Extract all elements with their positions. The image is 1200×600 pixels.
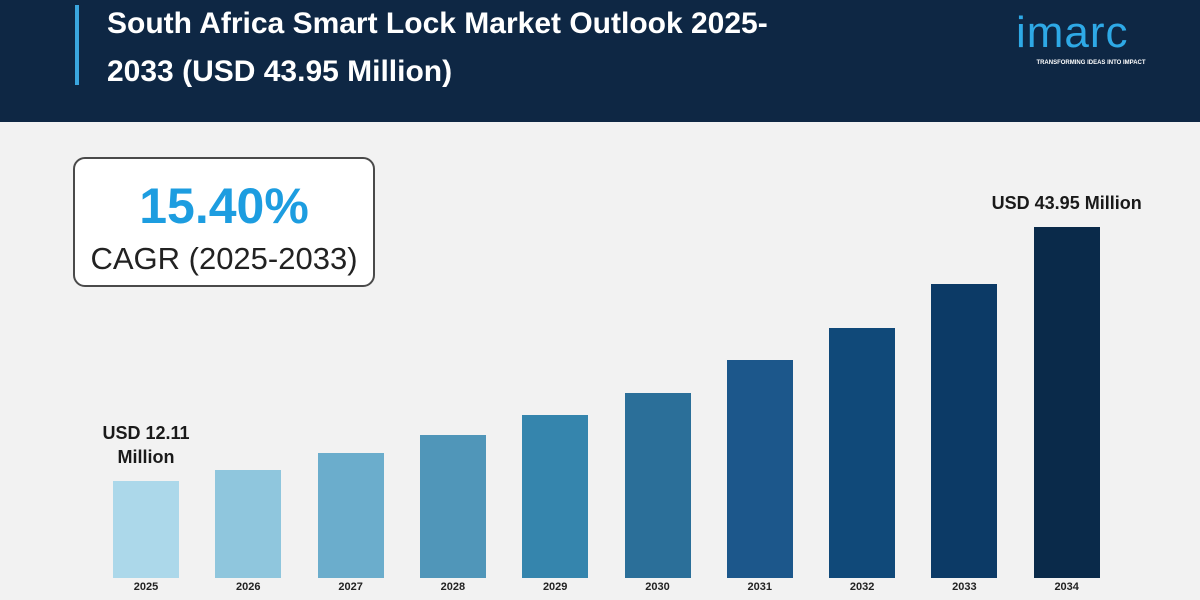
bar bbox=[829, 327, 896, 578]
cagr-value: 15.40% bbox=[139, 178, 309, 234]
brand-tagline: TRANSFORMING IDEAS INTO IMPACT bbox=[1036, 60, 1146, 66]
x-tick-label: 2031 bbox=[747, 581, 773, 593]
x-tick-label: 2030 bbox=[645, 581, 670, 593]
brand-logo: imarc bbox=[1016, 8, 1129, 57]
x-tick-label: 2029 bbox=[542, 581, 568, 593]
x-tick-label: 2026 bbox=[236, 581, 261, 593]
x-tick-label: 2034 bbox=[1054, 581, 1079, 593]
bar bbox=[215, 469, 282, 578]
bar bbox=[419, 435, 486, 578]
bar bbox=[113, 481, 179, 578]
bar bbox=[317, 452, 384, 578]
accent-line bbox=[75, 5, 79, 85]
bar bbox=[931, 283, 998, 578]
x-tick-label: 2027 bbox=[338, 581, 363, 593]
cagr-box: 15.40% CAGR (2025-2033) bbox=[73, 157, 375, 287]
value-label: USD 12.11 Million bbox=[102, 423, 190, 468]
header: South Africa Smart Lock Market Outlook 2… bbox=[0, 0, 1200, 122]
bar bbox=[624, 393, 691, 578]
x-tick-label: 2025 bbox=[133, 581, 159, 593]
cagr-label: CAGR (2025-2033) bbox=[90, 241, 358, 276]
title: South Africa Smart Lock Market Outlook 2… bbox=[107, 7, 768, 88]
x-tick-label: 2033 bbox=[952, 581, 977, 593]
x-tick-label: 2028 bbox=[440, 581, 466, 593]
bar bbox=[522, 414, 589, 578]
bar bbox=[726, 360, 793, 578]
x-tick-label: 2032 bbox=[849, 581, 875, 593]
value-label: USD 43.95 Million bbox=[991, 193, 1142, 213]
bar bbox=[1033, 227, 1100, 578]
